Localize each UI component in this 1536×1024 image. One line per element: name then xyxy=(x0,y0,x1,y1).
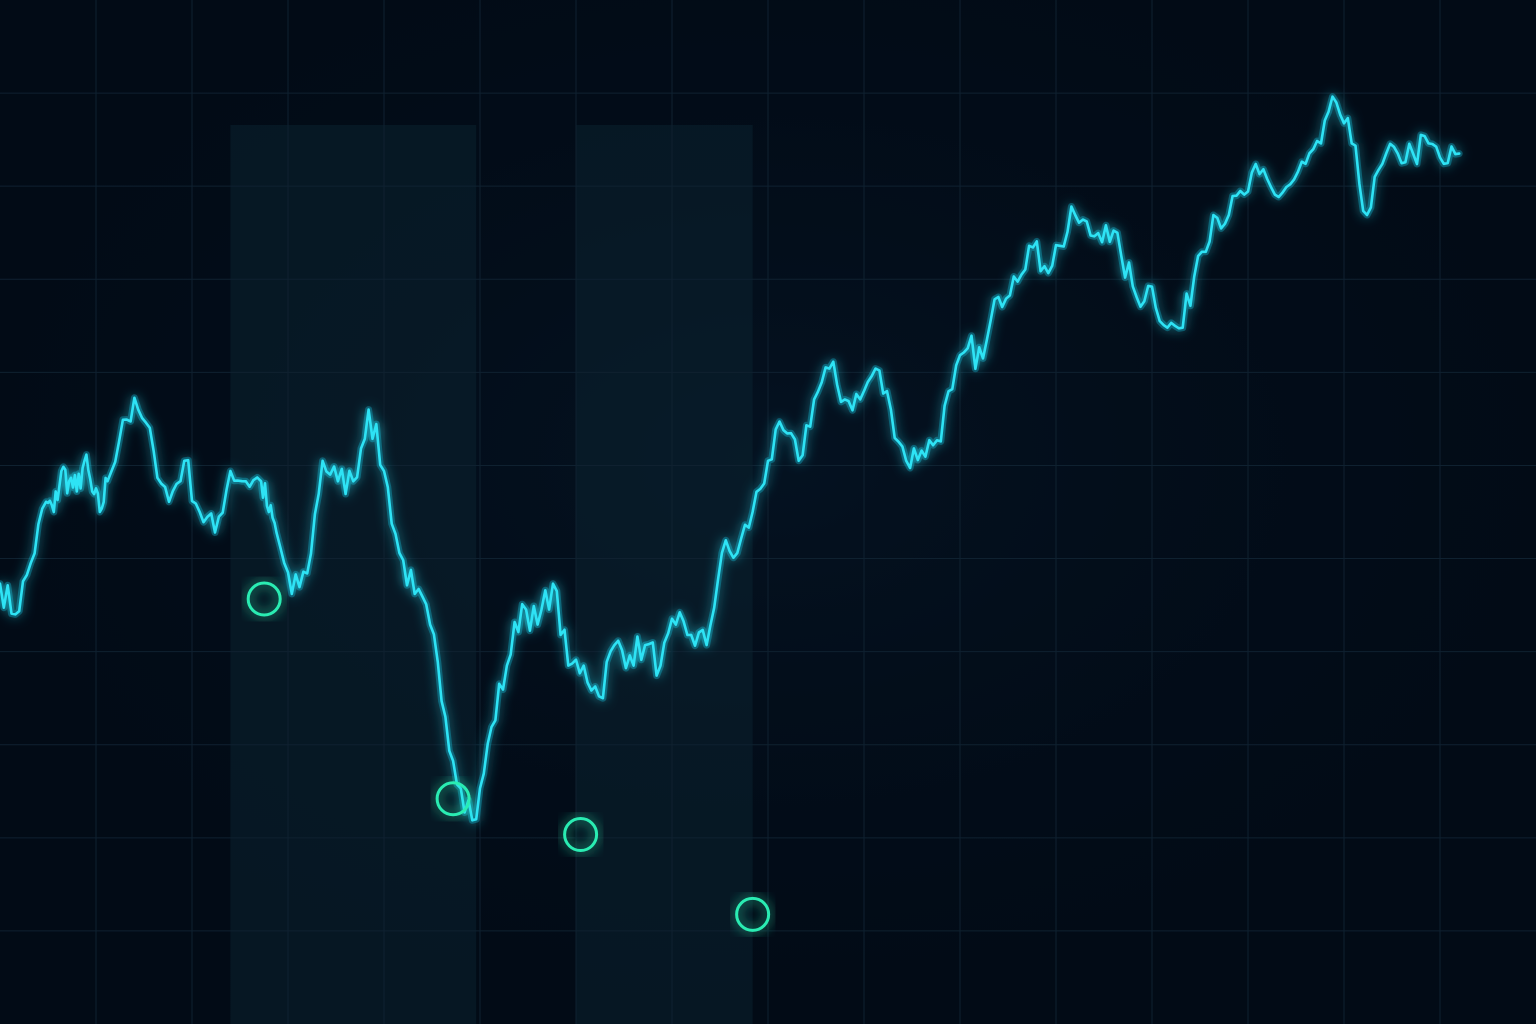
shaded-band-1 xyxy=(230,125,477,1024)
marker-circle-4 xyxy=(735,896,771,932)
marker-group xyxy=(246,581,771,932)
marker-circle-1 xyxy=(246,581,282,617)
marker-circle-3 xyxy=(563,817,599,853)
shaded-bands xyxy=(230,125,753,1024)
price-line xyxy=(0,95,1461,822)
marker-circle-2 xyxy=(435,781,471,817)
shaded-band-2 xyxy=(576,125,753,1024)
